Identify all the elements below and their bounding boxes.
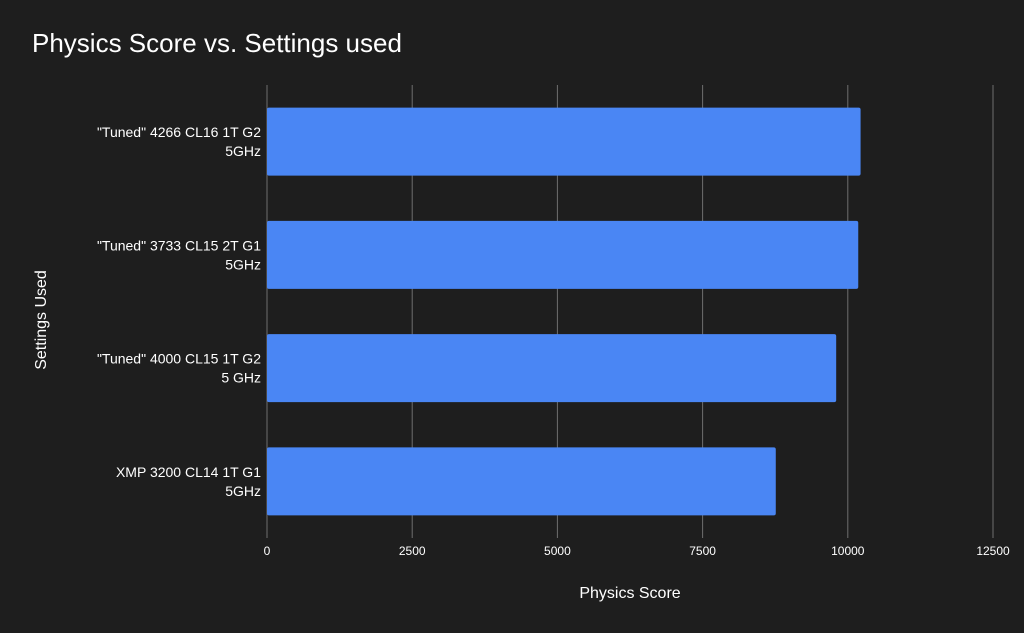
category-labels: "Tuned" 4266 CL16 1T G2 5GHz"Tuned" 3733 …: [97, 124, 261, 499]
x-tick-label: 5000: [544, 544, 571, 558]
category-label-line: 5GHz: [225, 483, 261, 499]
x-tick-label: 7500: [689, 544, 716, 558]
bar-1: [267, 220, 859, 289]
category-label-line: 5GHz: [225, 143, 261, 159]
bar-3: [267, 447, 776, 516]
chart-title: Physics Score vs. Settings used: [32, 28, 402, 58]
x-tick-label: 2500: [399, 544, 426, 558]
category-label: "Tuned" 4000 CL15 1T G2 5 GHz: [97, 351, 261, 386]
category-label-line: "Tuned" 4000 CL15 1T G2: [97, 351, 261, 367]
x-tick-label: 0: [264, 544, 271, 558]
x-tick-label: 12500: [976, 544, 1010, 558]
bars: [267, 107, 861, 516]
category-label-line: "Tuned" 4266 CL16 1T G2: [97, 124, 261, 140]
x-tick-label: 10000: [831, 544, 865, 558]
x-tick-labels: 0 2500 5000 7500 10000 12500: [264, 544, 1010, 558]
category-label-line: 5 GHz: [221, 370, 261, 386]
category-label-line: "Tuned" 3733 CL15 2T G1: [97, 237, 261, 253]
category-label: XMP 3200 CL14 1T G1 5GHz: [116, 464, 261, 499]
bar-2: [267, 334, 837, 403]
x-axis-title: Physics Score: [579, 585, 680, 602]
y-axis-title: Settings Used: [33, 270, 50, 370]
bar-0: [267, 107, 861, 176]
category-label-line: XMP 3200 CL14 1T G1: [116, 464, 261, 480]
category-label-line: 5GHz: [225, 256, 261, 272]
category-label: "Tuned" 3733 CL15 2T G1 5GHz: [97, 237, 261, 272]
category-label: "Tuned" 4266 CL16 1T G2 5GHz: [97, 124, 261, 159]
